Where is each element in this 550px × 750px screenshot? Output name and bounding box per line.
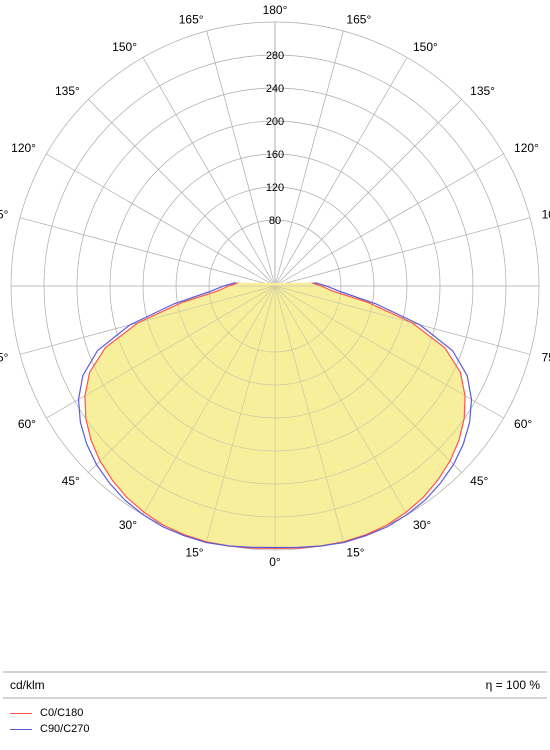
svg-text:15°: 15° <box>346 546 364 560</box>
efficiency-label: η = 100 % <box>486 678 540 692</box>
svg-text:80: 80 <box>269 215 281 227</box>
svg-text:60°: 60° <box>514 417 532 431</box>
unit-label: cd/klm <box>10 678 45 692</box>
svg-text:45°: 45° <box>470 474 488 488</box>
legend-swatch-c90 <box>10 729 32 730</box>
svg-text:120: 120 <box>266 182 284 194</box>
svg-text:75°: 75° <box>0 350 9 364</box>
legend: C0/C180 C90/C270 <box>10 705 90 737</box>
legend-item-c90: C90/C270 <box>10 721 90 737</box>
svg-text:45°: 45° <box>62 474 80 488</box>
svg-text:165°: 165° <box>346 12 371 26</box>
svg-text:15°: 15° <box>185 546 203 560</box>
svg-text:200: 200 <box>266 116 284 128</box>
svg-text:280: 280 <box>266 50 284 62</box>
svg-text:135°: 135° <box>55 84 80 98</box>
legend-swatch-c0 <box>10 713 32 714</box>
footer-row: cd/klm η = 100 % <box>10 678 540 692</box>
svg-text:150°: 150° <box>112 40 137 54</box>
svg-text:240: 240 <box>266 83 284 95</box>
svg-text:0°: 0° <box>269 555 281 569</box>
legend-label-c90: C90/C270 <box>40 723 90 735</box>
svg-text:160: 160 <box>266 149 284 161</box>
svg-text:135°: 135° <box>470 84 495 98</box>
svg-text:30°: 30° <box>119 518 137 532</box>
legend-item-c0: C0/C180 <box>10 705 90 721</box>
svg-text:105°: 105° <box>542 208 550 222</box>
svg-text:180°: 180° <box>263 3 288 17</box>
svg-text:120°: 120° <box>514 141 539 155</box>
legend-label-c0: C0/C180 <box>40 707 83 719</box>
svg-text:150°: 150° <box>413 40 438 54</box>
polar-chart: 80 120 160 200 240 280 0° 15° 15° 30° 30° 45° 45° 60°… <box>0 0 550 750</box>
svg-text:105°: 105° <box>0 208 9 222</box>
svg-text:75°: 75° <box>542 350 550 364</box>
svg-text:120°: 120° <box>11 141 36 155</box>
svg-text:60°: 60° <box>18 417 36 431</box>
svg-text:30°: 30° <box>413 518 431 532</box>
polar-chart-container: 80 120 160 200 240 280 0° 15° 15° 30° 30° 45° 45° 60°… <box>0 0 550 750</box>
svg-text:165°: 165° <box>179 12 204 26</box>
